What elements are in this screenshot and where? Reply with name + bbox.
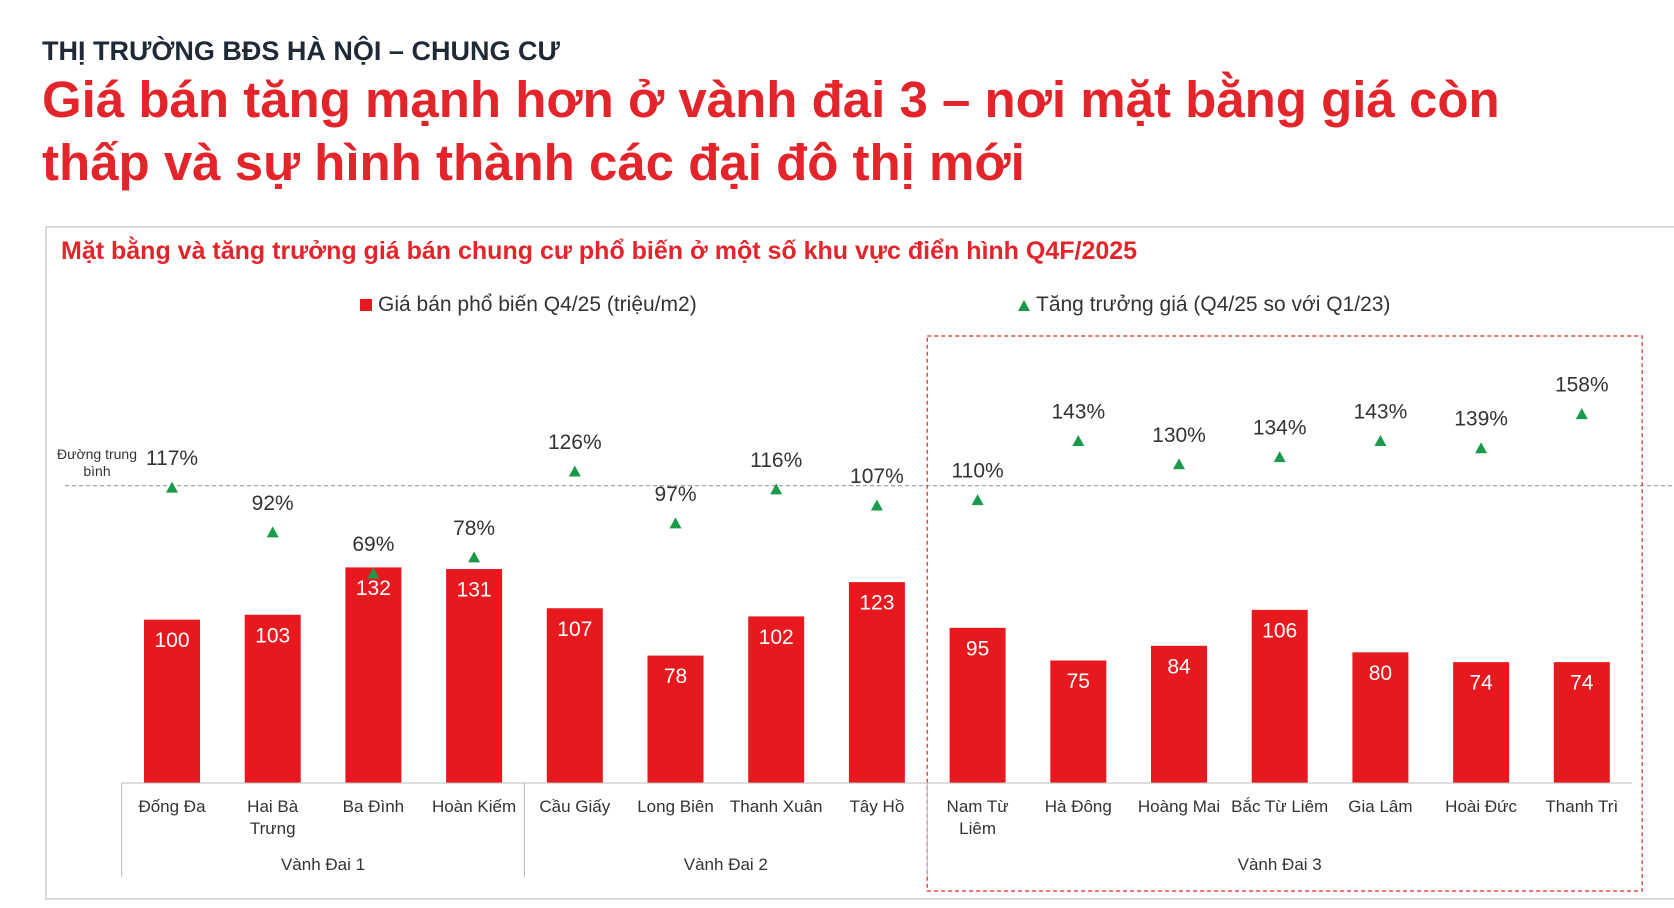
bar-label: 132 (356, 577, 391, 600)
bar-label: 103 (255, 624, 290, 647)
x-tick-label: Thanh Xuân (729, 797, 823, 816)
group-label: Vành Đai 2 (683, 855, 768, 874)
growth-label: 69% (352, 533, 394, 556)
x-tick-label: Gia Lâm (1348, 797, 1413, 816)
growth-marker (1072, 435, 1085, 447)
growth-label: 134% (1253, 417, 1307, 440)
group-label: Vành Đai 3 (1237, 855, 1322, 874)
x-tick-label: Long Biên (637, 797, 714, 816)
growth-marker (1173, 458, 1185, 470)
kicker: THỊ TRƯỜNG BĐS HÀ NỘI – CHUNG CƯ (42, 36, 560, 66)
bar-label: 106 (1262, 619, 1297, 642)
legend-swatch (1018, 300, 1030, 311)
growth-marker (669, 517, 682, 529)
bar (1151, 645, 1207, 783)
x-tick-label: Thanh Trì (1545, 797, 1619, 816)
legend-swatch (360, 299, 372, 311)
bar-label: 100 (154, 629, 189, 652)
bar-label: 131 (457, 579, 492, 602)
growth-label: 78% (453, 517, 495, 540)
growth-marker (367, 567, 380, 579)
group-highlight (926, 335, 1643, 892)
x-tick-label: Tây Hồ (849, 797, 905, 816)
x-tick-label: Hoàng Mai (1137, 797, 1221, 816)
bar-label: 107 (557, 618, 592, 641)
growth-label: 158% (1555, 374, 1609, 397)
growth-marker (1273, 451, 1286, 463)
bar-label: 78 (664, 665, 687, 688)
growth-marker (568, 465, 581, 477)
x-tick-label: Hà Đông (1044, 797, 1112, 816)
bar (1352, 652, 1409, 783)
x-tick-label: Bắc Từ Liêm (1231, 797, 1329, 816)
bar (949, 627, 1006, 783)
growth-label: 107% (850, 465, 904, 488)
bar (546, 608, 603, 783)
growth-label: 92% (252, 492, 294, 515)
bar (848, 582, 905, 783)
bar (244, 614, 301, 783)
bar (1251, 609, 1308, 783)
growth-marker (770, 483, 783, 495)
growth-label: 97% (654, 483, 696, 506)
growth-label: 117% (146, 447, 198, 470)
bar (1050, 660, 1107, 783)
bar-label: 102 (759, 626, 794, 649)
bar (647, 655, 704, 783)
growth-marker (1575, 408, 1588, 420)
chart-title: Mặt bằng và tăng trưởng giá bán chung cư… (61, 237, 1138, 265)
bar (345, 567, 402, 783)
legend-entry: Tăng trưởng giá (Q4/25 so với Q1/23) (1036, 293, 1391, 316)
legend-entry: Giá bán phổ biến Q4/25 (triệu/m2) (378, 293, 697, 316)
bar-label: 84 (1167, 655, 1191, 678)
chart-frame (45, 226, 1674, 900)
growth-label: 139% (1454, 408, 1508, 431)
growth-marker (870, 499, 883, 511)
growth-marker (166, 481, 178, 493)
bar-label: 74 (1469, 672, 1493, 695)
bar-label: 80 (1369, 662, 1392, 685)
growth-label: 143% (1051, 401, 1105, 424)
bar-label: 123 (859, 592, 894, 615)
bar-label: 75 (1067, 670, 1090, 693)
x-tick-label: Nam Từ Liêm (946, 797, 1009, 838)
bar-label: 74 (1570, 672, 1594, 695)
growth-label: 110% (952, 460, 1004, 483)
growth-marker (1475, 442, 1488, 454)
bar (446, 569, 503, 783)
growth-marker (1374, 435, 1387, 447)
growth-label: 116% (750, 449, 802, 472)
bar (1553, 662, 1610, 783)
growth-marker (266, 526, 279, 538)
x-tick-label: Đống Đa (138, 797, 206, 816)
x-tick-label: Hoàn Kiếm (432, 797, 517, 816)
average-label: Đường trung bình (56, 445, 138, 479)
x-tick-label: Ba Đình (342, 797, 405, 816)
growth-marker (971, 494, 984, 506)
group-label: Vành Đai 1 (280, 855, 366, 874)
bar (144, 619, 200, 783)
growth-label: 126% (548, 431, 602, 454)
headline: Giá bán tăng mạnh hơn ở vành đai 3 – nơi… (42, 71, 1500, 191)
bar-label: 95 (966, 637, 989, 660)
x-tick-label: Hoài Đức (1445, 797, 1518, 816)
growth-label: 130% (1152, 424, 1206, 447)
x-tick-label: Hai Bà Trưng (247, 797, 299, 838)
growth-label: 143% (1354, 401, 1408, 424)
growth-marker (468, 551, 481, 563)
bar (1453, 662, 1510, 783)
x-tick-label: Cầu Giấy (539, 797, 611, 816)
bar (748, 616, 805, 783)
